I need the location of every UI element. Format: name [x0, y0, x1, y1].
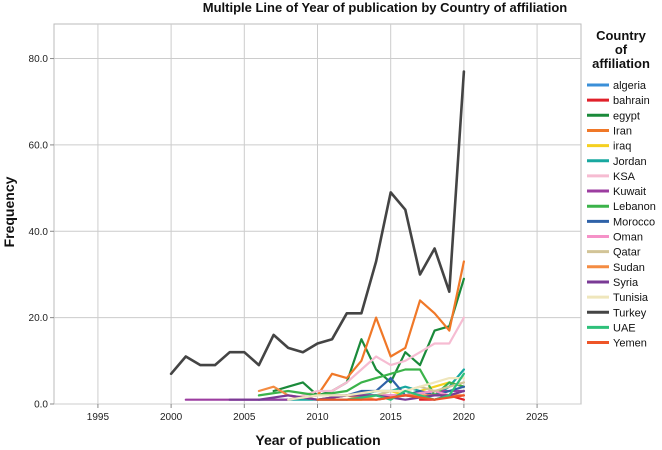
y-axis-title: Frequency: [1, 176, 17, 247]
legend-label-egypt: egypt: [613, 110, 640, 122]
x-axis-title: Year of publication: [255, 432, 380, 448]
legend-label-kuwait: Kuwait: [613, 186, 646, 198]
series-line-syria: [228, 389, 465, 401]
legend-label-morocco: Morocco: [613, 216, 655, 228]
legend-label-yemen: Yemen: [613, 338, 647, 350]
legend-label-iran: Iran: [613, 125, 632, 137]
series-line-yemen: [316, 394, 465, 401]
y-axis-ticks: 0.0 20.0 40.0 60.0 80.0: [29, 54, 54, 411]
series-lines: [169, 70, 466, 401]
legend-label-syria: Syria: [613, 277, 639, 289]
y-tick-label: 60.0: [29, 140, 49, 151]
x-tick-label: 2005: [233, 412, 256, 423]
legend-label-lebanon: Lebanon: [613, 201, 656, 213]
x-axis-ticks: 1995 2000 2005 2010 2015 2020 2025: [87, 404, 549, 423]
x-tick-label: 2020: [453, 412, 476, 423]
x-tick-label: 2015: [380, 412, 403, 423]
y-tick-label: 80.0: [29, 54, 49, 65]
gridlines: [54, 24, 581, 405]
y-tick-label: 0.0: [34, 400, 48, 411]
legend-label-qatar: Qatar: [613, 247, 641, 259]
series-line-egypt: [272, 277, 465, 397]
legend-label-algeria: algeria: [613, 80, 647, 92]
series-line-lebanon: [257, 368, 465, 397]
x-tick-label: 2010: [306, 412, 329, 423]
x-tick-label: 2025: [526, 412, 549, 423]
legend-label-bahrain: bahrain: [613, 95, 650, 107]
legend-label-tunisia: Tunisia: [613, 292, 649, 304]
legend-label-turkey: Turkey: [613, 307, 647, 319]
series-line-iran: [316, 260, 465, 397]
x-tick-label: 2000: [160, 412, 183, 423]
legend-label-sudan: Sudan: [613, 262, 645, 274]
series-line-turkey: [169, 70, 466, 376]
legend-title: Country of affiliation: [592, 28, 650, 71]
legend-label-uae: UAE: [613, 322, 636, 334]
legend-items: algeria bahrain egypt Iran iraq Jordan KSA Kuwa…: [587, 80, 656, 350]
y-tick-label: 40.0: [29, 227, 49, 238]
x-tick-label: 1995: [87, 412, 110, 423]
legend-label-oman: Oman: [613, 232, 643, 244]
legend-label-iraq: iraq: [613, 141, 631, 153]
series-line-ksa: [287, 316, 465, 401]
chart-title: Multiple Line of Year of publication by …: [203, 0, 568, 15]
y-tick-label: 20.0: [29, 313, 49, 324]
legend: Country of affiliation algeria bahrain egypt…: [587, 28, 656, 350]
legend-label-jordan: Jordan: [613, 156, 647, 168]
legend-label-ksa: KSA: [613, 171, 636, 183]
series-line-uae: [316, 372, 465, 401]
